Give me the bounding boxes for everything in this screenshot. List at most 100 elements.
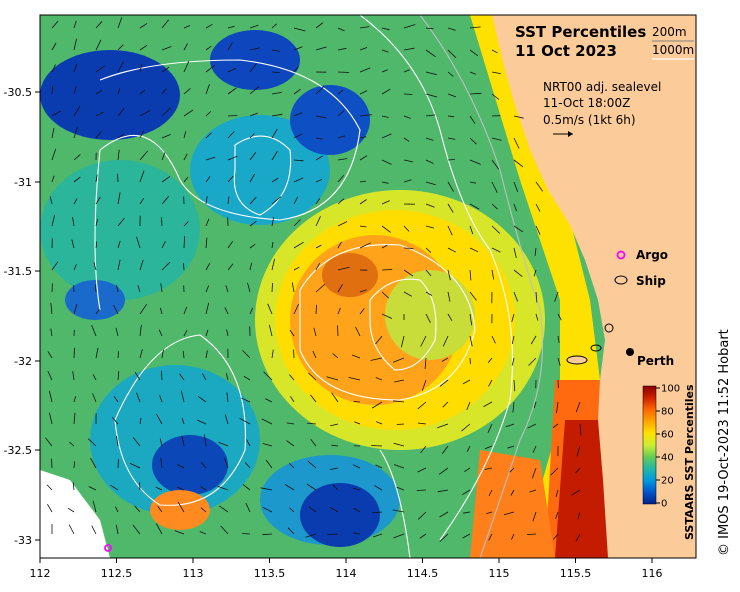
rottnest-island bbox=[566, 355, 588, 365]
current-vector bbox=[469, 159, 481, 165]
current-vector bbox=[183, 262, 185, 271]
current-vector bbox=[291, 282, 295, 293]
current-vector bbox=[491, 269, 495, 280]
current-vector bbox=[271, 258, 275, 271]
current-vector bbox=[293, 177, 304, 183]
current-vector bbox=[579, 423, 582, 436]
current-vector bbox=[139, 63, 143, 73]
current-vector bbox=[262, 533, 273, 536]
current-scale: 0.5m/s (1kt 6h) bbox=[543, 113, 636, 127]
current-vector bbox=[425, 114, 436, 117]
current-vector bbox=[271, 349, 274, 359]
current-vector bbox=[526, 533, 537, 535]
current-vector bbox=[51, 64, 56, 73]
current-vector bbox=[359, 47, 368, 51]
perth-marker-icon bbox=[626, 348, 634, 356]
current-vector bbox=[381, 269, 393, 271]
current-vector bbox=[532, 445, 537, 453]
no-data-area bbox=[40, 470, 110, 558]
current-vector bbox=[205, 196, 208, 205]
current-vector bbox=[95, 111, 104, 117]
current-vector bbox=[484, 467, 493, 470]
current-vector bbox=[139, 170, 145, 183]
current-vector bbox=[139, 197, 145, 205]
current-vector bbox=[179, 373, 185, 381]
argo-marker-icon bbox=[616, 250, 626, 260]
plot-frame bbox=[39, 14, 697, 559]
current-vector bbox=[161, 19, 170, 29]
current-vector bbox=[488, 379, 493, 387]
current-vector bbox=[352, 464, 361, 469]
current-vector bbox=[137, 285, 141, 293]
current-vector bbox=[403, 24, 416, 29]
current-vector bbox=[511, 335, 515, 344]
current-vector bbox=[466, 445, 471, 452]
current-vector bbox=[205, 111, 211, 117]
current-vector bbox=[249, 243, 256, 249]
current-vector bbox=[160, 457, 163, 469]
current-vector bbox=[425, 49, 436, 58]
current-vector bbox=[575, 467, 581, 474]
current-vector bbox=[491, 335, 496, 344]
current-vector bbox=[403, 115, 411, 119]
current-vector bbox=[403, 179, 412, 183]
current-vector bbox=[447, 313, 453, 322]
current-vector bbox=[117, 149, 120, 161]
current-vector bbox=[161, 152, 166, 161]
current-vector bbox=[261, 418, 273, 425]
current-vector bbox=[488, 489, 493, 497]
current-vector bbox=[116, 285, 119, 293]
current-vector bbox=[400, 335, 405, 348]
current-vector bbox=[217, 485, 229, 491]
current-vector bbox=[530, 335, 537, 345]
current-vector bbox=[359, 90, 368, 95]
current-vector bbox=[403, 159, 414, 163]
current-vector bbox=[331, 392, 339, 403]
current-vector bbox=[200, 486, 207, 491]
current-vector bbox=[51, 175, 55, 183]
current-vector bbox=[487, 357, 493, 364]
current-vector bbox=[260, 487, 273, 491]
current-vector bbox=[308, 372, 317, 381]
current-vector bbox=[219, 505, 229, 513]
current-vector bbox=[425, 225, 435, 229]
current-vector bbox=[394, 379, 405, 383]
current-vector bbox=[132, 436, 141, 447]
current-vector bbox=[425, 27, 434, 30]
current-vector bbox=[91, 525, 97, 535]
current-vector bbox=[381, 200, 390, 205]
current-vector bbox=[51, 85, 54, 95]
current-vector bbox=[227, 42, 233, 51]
current-vector bbox=[289, 463, 295, 469]
current-vector bbox=[469, 225, 474, 235]
current-vector bbox=[469, 26, 481, 29]
current-vector bbox=[337, 266, 350, 271]
current-vector bbox=[205, 263, 211, 271]
current-vector bbox=[139, 130, 145, 139]
bathymetry-contour bbox=[94, 59, 361, 311]
x-tick-label: 114.5 bbox=[407, 567, 439, 580]
current-vector bbox=[359, 225, 367, 228]
current-vector bbox=[511, 533, 515, 540]
current-vector bbox=[417, 467, 427, 473]
current-vector bbox=[160, 283, 163, 293]
current-vector bbox=[161, 46, 172, 51]
current-vector bbox=[483, 401, 493, 407]
current-vector bbox=[265, 398, 273, 403]
current-vector bbox=[552, 423, 559, 429]
current-vector bbox=[157, 506, 163, 513]
current-vector bbox=[139, 303, 148, 315]
colorbar-tick-label: 100 bbox=[661, 384, 680, 395]
current-vector bbox=[469, 203, 480, 210]
current-vector bbox=[535, 291, 538, 303]
current-vector bbox=[425, 313, 431, 323]
current-vector bbox=[359, 136, 367, 139]
current-vector bbox=[227, 155, 238, 161]
current-vector bbox=[242, 484, 251, 491]
current-vector bbox=[92, 374, 97, 381]
current-vector bbox=[462, 379, 471, 385]
current-vectors bbox=[45, 17, 582, 542]
current-vector bbox=[337, 174, 345, 183]
current-vector bbox=[263, 371, 273, 381]
